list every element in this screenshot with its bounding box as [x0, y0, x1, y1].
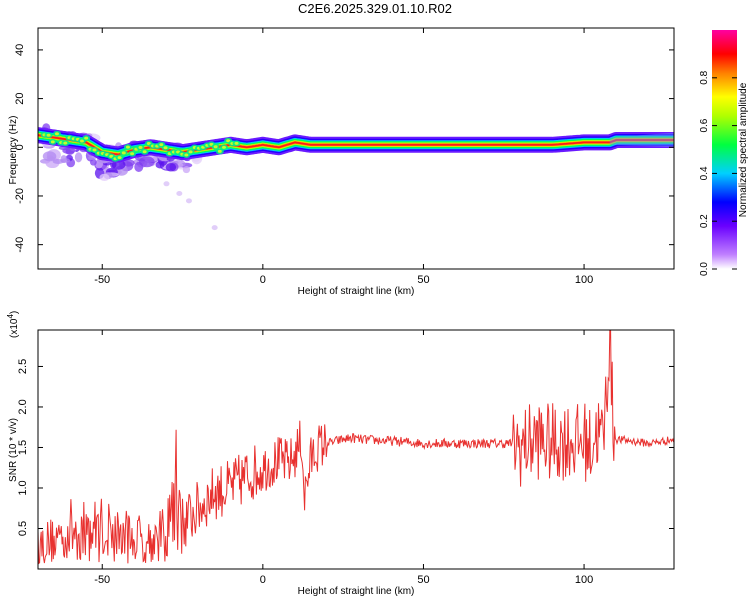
heatmap-blob — [609, 132, 674, 148]
heatmap-blob — [213, 145, 218, 149]
colorbar: 0.0 0.2 0.4 0.6 0.8 Normalized spectral ampl… — [699, 30, 749, 276]
spectrogram-y-tick-label: 40 — [14, 44, 26, 56]
spectrogram-x-tick-label: 0 — [260, 274, 266, 286]
heatmap-blob — [130, 152, 135, 156]
snr-x-tick-label: -50 — [94, 574, 110, 586]
heatmap-blob — [60, 158, 71, 163]
snr-y-tick-label: 1.5 — [17, 440, 29, 455]
colorbar-label: Normalized spectral amplitude — [738, 82, 749, 217]
heatmap-blob — [138, 146, 143, 150]
colorbar-tick-label: 0.8 — [699, 70, 710, 84]
spectrogram-x-tick-label: -50 — [94, 274, 110, 286]
heatmap-blob — [42, 151, 57, 162]
colorbar-tick-label: 0.2 — [699, 214, 710, 228]
snr-x-tick-label: 50 — [417, 574, 429, 586]
heatmap-blob — [89, 158, 97, 166]
spectrogram-panel: -50 0 50 100 -40 -20 0 20 40 Height of straight … — [8, 27, 675, 297]
heatmap-blob — [63, 141, 68, 145]
heatmap-blob — [184, 153, 189, 157]
heatmap-blob — [125, 145, 130, 149]
heatmap-blob — [182, 165, 191, 174]
spectrogram-x-axis-label: Height of straight line (km) — [298, 286, 415, 297]
heatmap-blob — [159, 143, 164, 147]
snr-frame — [37, 329, 675, 570]
heatmap-blob — [111, 159, 126, 170]
heatmap-blob — [188, 150, 193, 154]
heatmap-blob — [117, 156, 122, 160]
snr-y-tick-label: 2.5 — [17, 359, 29, 374]
spectrogram-frame — [37, 27, 675, 270]
spectrogram-x-tick-label: 100 — [575, 274, 593, 286]
heatmap-blob — [165, 162, 177, 172]
heatmap-blob — [88, 155, 96, 160]
spectrogram-y-tick-label: 0 — [14, 144, 26, 150]
spectrogram-y-tick-label: -20 — [14, 188, 26, 204]
heatmap-blob — [155, 161, 165, 169]
heatmap-blob — [163, 146, 168, 150]
colorbar-tick-label: 0.6 — [699, 118, 710, 132]
spectrogram-y-tick-label: -40 — [14, 237, 26, 253]
heatmap-blob — [122, 159, 135, 167]
heatmap-blob — [99, 173, 110, 182]
snr-x-tick-label: 0 — [260, 574, 266, 586]
snr-y-tick-label: 1.0 — [17, 480, 29, 495]
heatmap-blob — [46, 133, 51, 137]
colorbar-tick-label: 0.4 — [699, 166, 710, 180]
spectrogram-y-tick-label: 20 — [14, 92, 26, 104]
heatmap-blob — [234, 141, 239, 145]
colorbar-tick-label: 0.0 — [699, 262, 710, 276]
snr-plot-area — [38, 330, 674, 569]
snr-y-tick-label: 2.0 — [17, 399, 29, 414]
snr-y-axis-label: SNR (10 * v/v) — [8, 418, 19, 482]
snr-x-axis-label: Height of straight line (km) — [298, 586, 415, 597]
heatmap-blob — [221, 145, 226, 149]
heatmap-blob — [80, 139, 85, 143]
spectrogram-heatmap — [38, 123, 674, 231]
spectrogram-x-tick-label: 50 — [417, 274, 429, 286]
heatmap-blob — [121, 151, 126, 155]
snr-panel: -50 0 50 100 0.5 1.0 1.5 2.0 2.5 Height of strai… — [6, 311, 675, 597]
spectrogram-y-axis-label: Frequency (Hz) — [8, 116, 19, 185]
heatmap-blob — [176, 191, 183, 197]
heatmap-blob — [226, 139, 231, 143]
heatmap-blob — [138, 156, 155, 168]
heatmap-blob — [163, 181, 170, 187]
snr-series-line — [38, 330, 674, 565]
heatmap-blob — [211, 225, 218, 231]
heatmap-blob — [185, 198, 192, 204]
heatmap-blob — [217, 149, 222, 153]
snr-x-tick-label: 100 — [575, 574, 593, 586]
heatmap-blob — [92, 148, 97, 152]
heatmap-blob — [50, 140, 55, 144]
heatmap-blob — [74, 152, 83, 163]
heatmap-blob — [84, 136, 89, 140]
chart-title: C2E6.2025.329.01.10.R02 — [298, 1, 452, 16]
snr-y-tick-label: 0.5 — [17, 521, 29, 536]
colorbar-gradient — [712, 30, 737, 269]
heatmap-blob — [54, 132, 59, 136]
snr-exponent-label: (x104) — [6, 311, 20, 338]
heatmap-blob — [142, 150, 147, 154]
heatmap-blob — [62, 147, 76, 154]
